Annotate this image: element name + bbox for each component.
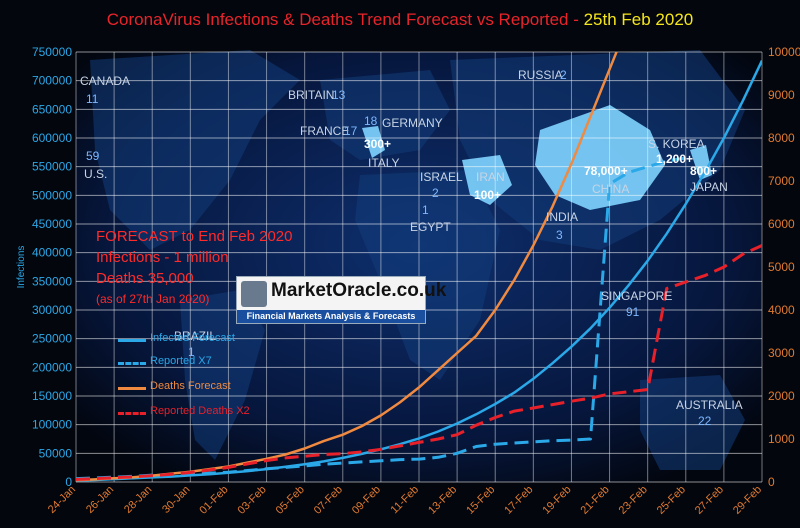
map-label: 22 [698,414,712,428]
y-left-tick-label: 0 [65,475,72,489]
y-right-tick-label: 3000 [768,346,795,360]
y-right-tick-label: 1000 [768,432,795,446]
north-america-shape [90,50,300,250]
map-label: JAPAN [690,180,728,194]
legend-label: Reported Deaths X2 [150,405,250,417]
y-left-tick-label: 100000 [32,418,72,432]
y-left-tick-label: 350000 [32,274,72,288]
legend-swatch [118,387,146,390]
africa-shape [355,170,500,380]
series-line-reported-x7 [76,156,687,481]
y-right-tick-label: 0 [768,475,775,489]
map-label: 100+ [474,188,502,202]
y-right-tick-label: 9000 [768,88,795,102]
south-america-shape [180,290,265,460]
map-label: 17 [344,124,358,138]
chart-title-date: 25th Feb 2020 [583,10,694,29]
map-label: IRAN [476,170,505,184]
map-label: 59 [86,149,100,163]
map-label: EGYPT [410,220,451,234]
map-label: 2 [560,68,567,82]
y-right-tick-label: 2000 [768,389,795,403]
y-left-tick-label: 750000 [32,45,72,59]
oracle-figure-icon [241,281,267,307]
map-label: U.S. [84,167,108,181]
y-left-axis-label: Infections [16,246,27,289]
map-label: 800+ [690,164,718,178]
map-label: ISRAEL [420,170,463,184]
legend-label: Deaths Forecast [150,380,231,392]
map-label: GERMANY [382,116,443,130]
forecast-note-line1: FORECAST to End Feb 2020 [96,228,293,245]
map-label: AUSTRALIA [676,398,743,412]
australia-shape [640,375,745,470]
y-left-tick-label: 150000 [32,389,72,403]
legend-label: Infected Forecast [150,332,235,344]
map-label: 1,200+ [656,152,694,166]
legend-label: Reported X7 [150,355,212,367]
map-label: BRAZIL [174,329,217,343]
legend-item-deaths-forecast: Deaths Forecast [116,380,286,396]
legend-item-infected-forecast: Infected Forecast [116,332,286,348]
italy-highlight [362,126,385,158]
y-right-tick-label: 10000 [768,45,800,59]
y-left-tick-label: 550000 [32,160,72,174]
y-right-tick-label: 5000 [768,260,795,274]
map-label: 3 [556,228,563,242]
chart-title-separator: - [568,10,584,29]
y-right-tick-label: 4000 [768,303,795,317]
map-label: BRITAIN [288,88,335,102]
legend-swatch [118,412,146,415]
forecast-note-line3: Deaths 35,000 [96,270,194,287]
china-highlight [535,105,665,210]
y-right-tick-label: 8000 [768,131,795,145]
map-label: S. KOREA [648,137,705,151]
y-left-tick-label: 250000 [32,332,72,346]
y-left-tick-label: 700000 [32,74,72,88]
y-left-tick-label: 650000 [32,102,72,116]
forecast-note-line4: (as of 27th Jan 2020) [96,292,210,306]
map-label: CHINA [592,182,630,196]
map-label: 1 [188,345,195,359]
y-right-tick-label: 7000 [768,174,795,188]
y-left-tick-label: 300000 [32,303,72,317]
y-left-tick-label: 400000 [32,246,72,260]
legend-item-reported-x7: Reported X7 [116,355,286,371]
map-label: FRANCE [300,124,350,138]
series-line-reported-deaths-x2 [76,244,762,481]
map-label: 11 [86,92,99,106]
y-right-tick-label: 6000 [768,217,795,231]
y-left-tick-label: 600000 [32,131,72,145]
map-label: 91 [626,305,640,319]
map-label: 78,000+ [584,164,628,178]
y-left-tick-label: 450000 [32,217,72,231]
legend-item-reported-deaths-x2: Reported Deaths X2 [116,405,286,421]
y-left-tick-label: 50000 [39,446,73,460]
map-label: 13 [332,88,346,102]
map-label: 2 [432,186,439,200]
chart-legend: Infected Forecast Reported X7 Deaths For… [116,328,286,424]
map-label: CANADA [80,74,131,88]
chart-title-main: CoronaVirus Infections & Deaths Trend Fo… [106,10,569,29]
map-label: INDIA [546,210,579,224]
map-label: ITALY [368,156,400,170]
legend-swatch [118,339,146,342]
logo-tagline: Financial Markets Analysis & Forecasts [237,310,425,323]
map-label: 300+ [364,137,392,151]
map-label: 1 [422,203,429,217]
forecast-note-line2: Infections - 1 million [96,249,229,266]
chart-title: CoronaVirus Infections & Deaths Trend Fo… [0,10,800,30]
marketoracle-logo: MarketOracle.co.uk Financial Markets Ana… [236,276,446,324]
map-label: RUSSIA [518,68,563,82]
y-left-tick-label: 200000 [32,360,72,374]
logo-name: MarketOracle.co.uk [271,280,447,301]
map-label: 18 [364,114,378,128]
legend-swatch [118,362,146,365]
y-left-tick-label: 500000 [32,188,72,202]
iran-highlight [462,155,512,205]
map-label: SINGAPORE [601,289,673,303]
